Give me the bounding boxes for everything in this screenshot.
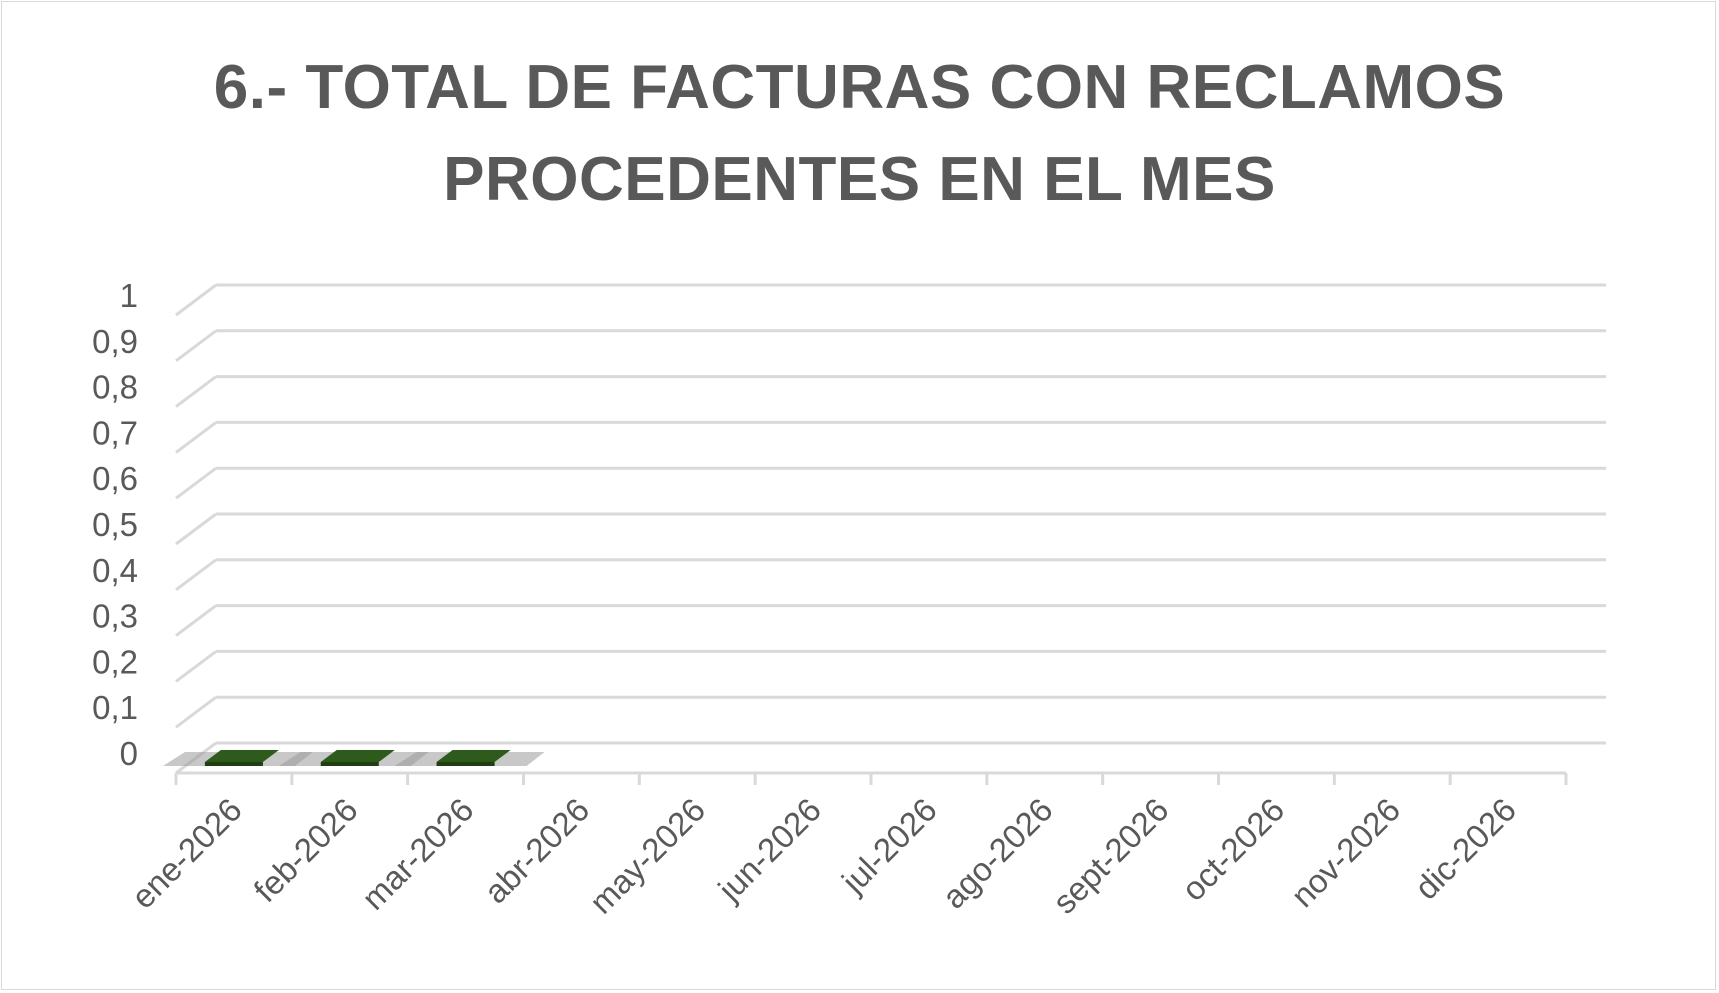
chart-title: 6.- TOTAL DE FACTURAS CON RECLAMOS PROCE… [0,42,1719,226]
bar [278,750,429,766]
x-axis: ene-2026feb-2026mar-2026abr-2026may-2026… [124,771,1568,921]
bar [394,750,545,766]
y-tick-label: 0,5 [92,506,138,543]
y-tick-label: 0,4 [92,552,138,589]
y-tick-label: 0,7 [92,414,138,451]
y-tick-label: 0 [120,735,138,772]
gridline-side [175,421,217,454]
bar [162,750,313,766]
x-tick-label: dic-2026 [1407,791,1523,907]
bar-front [204,762,263,766]
chart-title-line-1: 6.- TOTAL DE FACTURAS CON RECLAMOS [213,53,1506,122]
gridline-side [175,375,217,408]
x-tick-label: jun-2026 [710,791,828,909]
bar-front [320,762,379,766]
y-tick-label: 0,9 [92,323,138,360]
y-tick-label: 1 [120,277,138,314]
gridlines [175,283,1606,775]
bar-top [204,750,279,762]
gridline-side [175,696,217,729]
y-tick-label: 0,3 [92,598,138,635]
gridline-side [175,283,217,317]
y-axis: 0 0,1 0,2 0,3 0,4 0,5 0,6 0,7 0,8 0,9 1 [92,277,138,772]
bar-front [436,762,495,766]
x-tick-label: mar-2026 [355,791,481,917]
bar-top [436,750,511,762]
gridline-side [175,512,217,546]
gridline-side [175,558,217,591]
bar-top [320,750,395,762]
gridline-side [175,650,217,683]
y-tick-label: 0,8 [92,369,138,406]
x-tick-label: nov-2026 [1284,791,1407,914]
x-tick-label: jul-2026 [834,791,944,901]
x-tick-label: feb-2026 [246,791,364,909]
x-tick-label: abr-2026 [477,791,597,911]
x-tick-label: sept-2026 [1046,791,1176,921]
x-tick-label: may-2026 [582,791,712,921]
chart-title-line-2: PROCEDENTES EN EL MES [443,145,1276,214]
gridline-side [175,467,217,500]
x-tick-label: oct-2026 [1174,791,1291,908]
bars [162,750,545,766]
x-tick-label: ago-2026 [935,791,1060,916]
gridline-side [175,329,217,362]
y-tick-label: 0,6 [92,460,138,497]
x-tick-label: ene-2026 [124,791,249,916]
gridline-side [175,604,217,637]
y-tick-label: 0,1 [92,689,138,726]
y-tick-label: 0,2 [92,643,138,680]
